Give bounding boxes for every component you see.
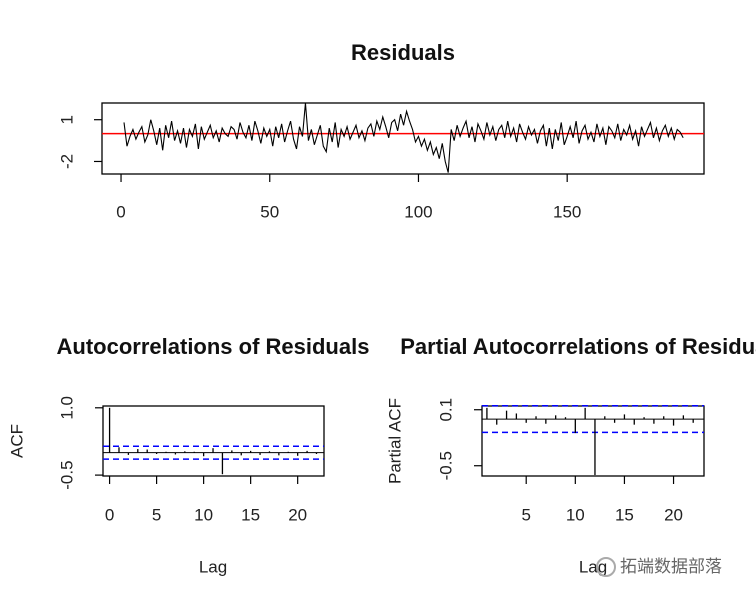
- residual-line: [123, 102, 684, 173]
- x-axis-label: Lag: [199, 557, 227, 576]
- x-tick-label: 15: [615, 505, 634, 524]
- x-tick-label: 10: [194, 505, 213, 524]
- x-tick-label: 20: [288, 505, 307, 524]
- x-tick-label: 50: [260, 202, 279, 221]
- y-axis-label: ACF: [7, 424, 26, 458]
- x-axis-label: Lag: [579, 557, 607, 576]
- x-tick-label: 15: [241, 505, 260, 524]
- x-tick-label: 20: [664, 505, 683, 524]
- chart-title: Autocorrelations of Residuals: [57, 334, 370, 359]
- chart-title: Residuals: [351, 40, 455, 65]
- y-tick-label: -0.5: [436, 451, 455, 480]
- x-tick-label: 10: [566, 505, 585, 524]
- y-tick-label: -0.5: [57, 460, 76, 489]
- y-tick-label: 0.1: [436, 398, 455, 422]
- plot-box: [102, 405, 325, 477]
- y-tick-label: 1.0: [57, 396, 76, 420]
- watermark: 拓端数据部落: [620, 557, 722, 577]
- y-axis-label: Partial ACF: [385, 398, 404, 484]
- x-tick-label: 5: [152, 505, 161, 524]
- y-tick-label: 1: [57, 115, 76, 124]
- x-tick-label: 100: [404, 202, 432, 221]
- x-tick-label: 0: [116, 202, 125, 221]
- y-tick-label: -2: [57, 154, 76, 169]
- x-tick-label: 150: [553, 202, 581, 221]
- x-tick-label: 0: [105, 505, 114, 524]
- chart-title: Partial Autocorrelations of Residuals: [400, 334, 756, 359]
- x-tick-label: 5: [521, 505, 530, 524]
- plot-box: [101, 102, 705, 175]
- watermark-icon: [596, 557, 616, 577]
